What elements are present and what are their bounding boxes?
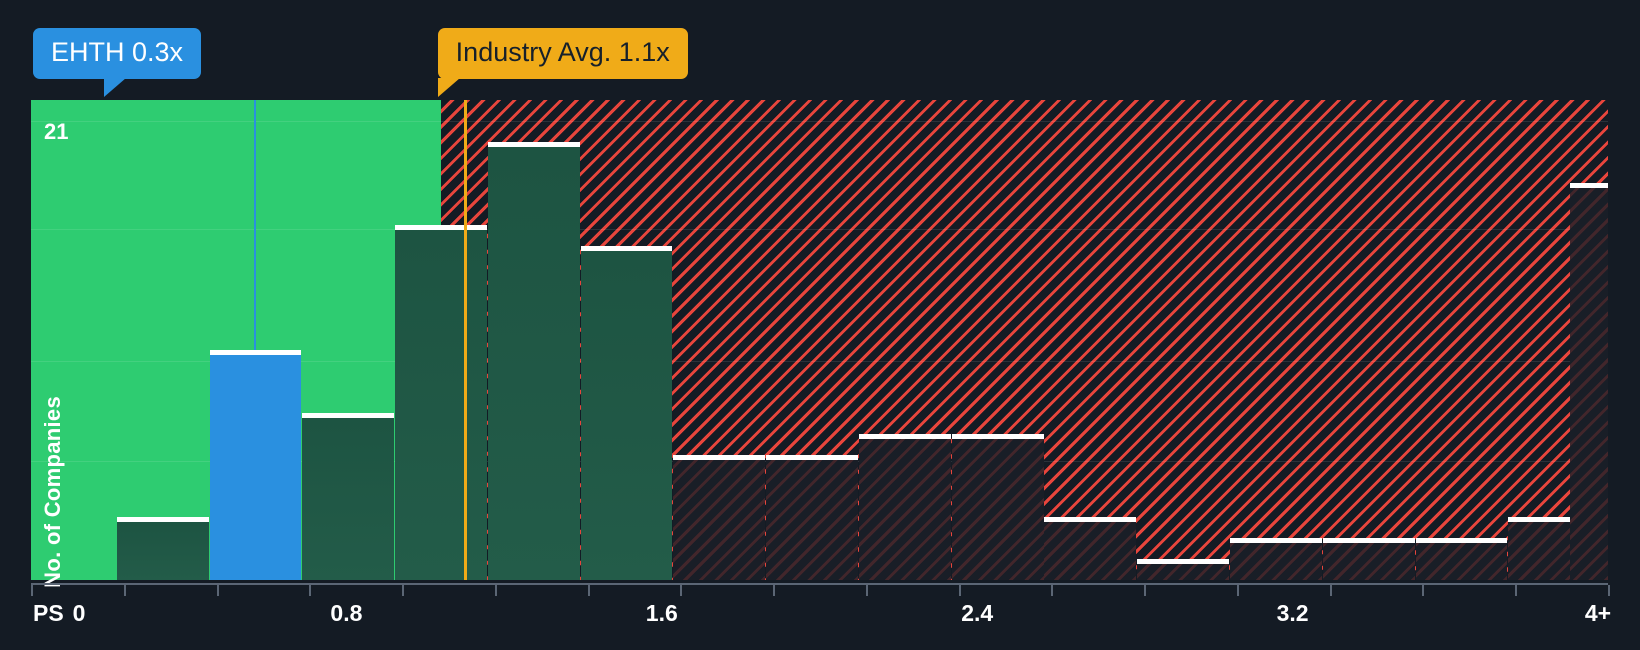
bar-body [951, 438, 1044, 580]
x-axis-tick-label: 1.6 [645, 600, 678, 626]
x-axis-prefix-label: PS [33, 600, 64, 626]
bar[interactable] [1322, 538, 1415, 580]
bar[interactable] [1229, 538, 1322, 580]
x-axis-tick-label: 4+ [1584, 600, 1612, 626]
bar-cap [209, 350, 302, 356]
bar[interactable] [580, 246, 673, 580]
x-axis-tick [1144, 585, 1147, 596]
y-axis-max-label: 21 [44, 119, 69, 144]
x-axis-tick-label: 2.4 [961, 600, 994, 626]
industry-average-callout[interactable]: Industry Avg. 1.1x [437, 28, 688, 97]
x-axis-tick [1422, 585, 1425, 596]
x-axis-tick [680, 585, 683, 596]
bar-cap [116, 517, 209, 523]
bar-cap [1415, 538, 1508, 544]
bar[interactable] [116, 517, 209, 580]
bar[interactable] [858, 433, 951, 580]
bar-body [766, 459, 858, 580]
x-axis-tick-label: 0.8 [330, 600, 363, 626]
bar[interactable] [766, 454, 858, 580]
bar-cap [580, 246, 673, 252]
bar[interactable] [302, 413, 395, 580]
bar-body [395, 230, 487, 580]
bar-cap [487, 141, 580, 147]
company-marker-line [254, 100, 257, 351]
bar-body [1229, 543, 1322, 580]
x-axis-tick [309, 585, 312, 596]
bar-body [116, 522, 209, 580]
x-axis-tick [402, 585, 405, 596]
bar-cap [1508, 517, 1601, 523]
x-axis-tick [1608, 585, 1610, 596]
y-axis-title: No. of Companies [40, 396, 65, 588]
bar-cap [1322, 538, 1415, 544]
bar[interactable] [487, 141, 580, 580]
bar-body [209, 355, 302, 580]
bar-cap [673, 454, 766, 460]
bar-cap [395, 225, 487, 231]
bar[interactable] [395, 225, 487, 580]
x-axis-tick [1051, 585, 1054, 596]
bar-cap [1044, 517, 1137, 523]
bar-body [1322, 543, 1415, 580]
bar-body [858, 438, 951, 580]
x-axis-tick-label: 0 [72, 600, 86, 626]
bar-company-highlight[interactable] [209, 350, 302, 580]
bar[interactable] [673, 454, 766, 580]
callout-tail [103, 78, 126, 97]
x-axis-tick [123, 585, 126, 596]
industry-average-callout-label: Industry Avg. 1.1x [455, 37, 670, 67]
bar-cap [951, 433, 1044, 439]
bar-body [1137, 564, 1230, 580]
x-axis-tick [216, 585, 219, 596]
x-axis-tick [587, 585, 590, 596]
x-axis-line [31, 583, 1608, 585]
plot-area [31, 100, 1608, 580]
gridline [31, 361, 1608, 362]
bar-cap [1569, 183, 1608, 189]
bar-body [673, 459, 766, 580]
x-axis-tick [1329, 585, 1332, 596]
bar-body [1569, 188, 1608, 580]
company-callout-label: EHTH 0.3x [51, 37, 184, 67]
industry-average-line [463, 100, 467, 580]
company-callout[interactable]: EHTH 0.3x [33, 28, 202, 97]
bar[interactable] [1569, 183, 1608, 580]
x-axis-tick [958, 585, 961, 596]
bar-cap [766, 454, 858, 460]
x-axis-tick-label: 3.2 [1276, 600, 1309, 626]
x-axis-tick [31, 585, 33, 596]
x-axis-tick [865, 585, 868, 596]
x-axis-tick [1236, 585, 1239, 596]
x-axis-tick [773, 585, 776, 596]
bar[interactable] [1137, 559, 1230, 580]
bar-body [1044, 522, 1137, 580]
x-axis-tick [494, 585, 497, 596]
bar-body [1415, 543, 1508, 580]
x-axis-tick [1515, 585, 1518, 596]
callout-tail [437, 78, 460, 97]
bar[interactable] [951, 433, 1044, 580]
bar[interactable] [1415, 538, 1508, 580]
bar-body [487, 146, 580, 580]
gridline [31, 229, 1608, 230]
bar-body [302, 418, 395, 580]
bar-cap [302, 413, 395, 419]
bar-cap [1137, 559, 1230, 565]
gridline [31, 121, 1608, 122]
bar-body [580, 251, 673, 580]
bar[interactable] [1044, 517, 1137, 580]
bar-cap [1229, 538, 1322, 544]
bar-cap [858, 433, 951, 439]
